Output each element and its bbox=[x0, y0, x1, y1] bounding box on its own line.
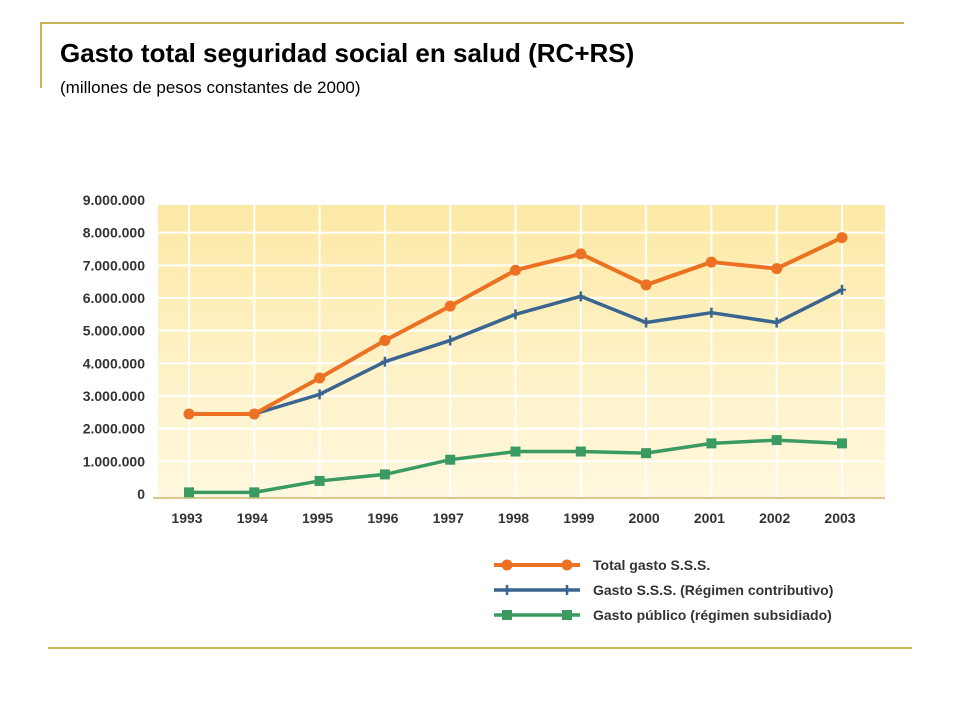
x-tick-label: 1997 bbox=[433, 510, 464, 526]
top-rule bbox=[40, 22, 904, 24]
series-2-point bbox=[641, 448, 652, 459]
series-0-point bbox=[575, 248, 587, 260]
legend-marker-0 bbox=[501, 559, 513, 571]
x-tick-label: 1999 bbox=[563, 510, 594, 526]
x-tick-label: 1998 bbox=[498, 510, 529, 526]
x-tick-label: 2002 bbox=[759, 510, 790, 526]
series-2-point bbox=[379, 469, 390, 480]
x-tick-label: 1993 bbox=[171, 510, 202, 526]
series-0-point bbox=[640, 279, 652, 291]
series-2-point bbox=[249, 487, 260, 498]
bottom-rule bbox=[48, 647, 912, 649]
series-0-point bbox=[771, 263, 783, 275]
series-0-point bbox=[248, 408, 260, 420]
series-2-point bbox=[445, 454, 456, 465]
series-1-point bbox=[315, 389, 324, 400]
legend-marker-1 bbox=[563, 585, 571, 595]
series-1-point bbox=[707, 307, 716, 318]
legend-label: Total gasto S.S.S. bbox=[593, 557, 710, 573]
legend-marker-1 bbox=[503, 585, 511, 595]
series-2-point bbox=[575, 446, 586, 457]
y-tick-label: 7.000.000 bbox=[83, 257, 145, 273]
x-tick-label: 2003 bbox=[824, 510, 855, 526]
y-tick-label: 0 bbox=[137, 486, 145, 502]
y-tick-label: 1.000.000 bbox=[83, 453, 145, 469]
series-0-point bbox=[836, 232, 848, 244]
series-2-point bbox=[510, 446, 521, 457]
y-tick-label: 6.000.000 bbox=[83, 290, 145, 306]
series-1-point bbox=[446, 335, 455, 346]
series-0-point bbox=[444, 300, 456, 312]
series-2-point bbox=[837, 438, 847, 449]
y-tick-label: 9.000.000 bbox=[83, 192, 145, 208]
y-tick-label: 3.000.000 bbox=[83, 388, 145, 404]
series-1-point bbox=[772, 317, 781, 328]
series-0-point bbox=[183, 408, 195, 420]
legend-label: Gasto público (régimen subsidiado) bbox=[593, 607, 832, 623]
plot-area bbox=[158, 205, 885, 497]
series-2-point bbox=[314, 475, 325, 486]
x-tick-label: 2000 bbox=[629, 510, 660, 526]
x-tick-label: 1996 bbox=[367, 510, 398, 526]
series-2-point bbox=[184, 487, 194, 498]
legend-marker-0 bbox=[561, 559, 573, 571]
legend-marker-2 bbox=[502, 610, 512, 620]
legend-marker-2 bbox=[562, 610, 572, 620]
series-1-point bbox=[511, 309, 520, 320]
series-1-point bbox=[380, 356, 389, 367]
left-rule bbox=[40, 22, 42, 88]
y-tick-label: 8.000.000 bbox=[83, 225, 145, 241]
series-1-point bbox=[642, 317, 651, 328]
x-tick-label: 1994 bbox=[237, 510, 268, 526]
series-0-point bbox=[510, 264, 521, 276]
chart-subtitle: (millones de pesos constantes de 2000) bbox=[60, 78, 361, 97]
series-0-point bbox=[314, 372, 326, 384]
legend-label: Gasto S.S.S. (Régimen contributivo) bbox=[593, 582, 833, 598]
y-tick-label: 4.000.000 bbox=[83, 355, 145, 371]
chart-title: Gasto total seguridad social en salud (R… bbox=[60, 38, 635, 68]
series-0-point bbox=[379, 334, 391, 346]
y-tick-label: 5.000.000 bbox=[83, 323, 145, 339]
series-0-point bbox=[705, 256, 717, 268]
x-tick-label: 1995 bbox=[302, 510, 333, 526]
series-1-point bbox=[838, 284, 846, 295]
series-1-point bbox=[576, 291, 585, 302]
y-tick-label: 2.000.000 bbox=[83, 421, 145, 437]
series-2-point bbox=[706, 438, 717, 449]
series-2-point bbox=[771, 435, 782, 446]
x-tick-label: 2001 bbox=[694, 510, 725, 526]
